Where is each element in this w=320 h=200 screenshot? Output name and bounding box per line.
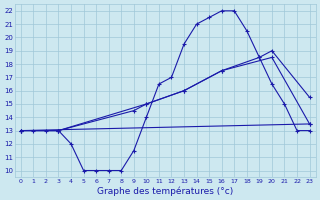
X-axis label: Graphe des températures (°c): Graphe des températures (°c) [97, 186, 233, 196]
